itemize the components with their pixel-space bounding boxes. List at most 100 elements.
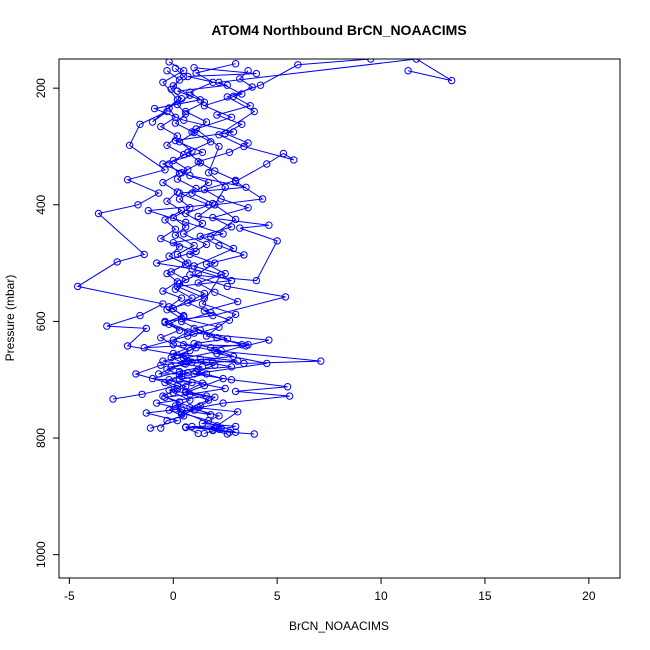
data-point	[252, 69, 261, 78]
data-point	[138, 390, 146, 398]
series-line	[159, 70, 192, 429]
data-point	[250, 430, 259, 438]
data-point	[165, 104, 173, 112]
data-point	[225, 148, 234, 157]
chart-title: ATOM4 Northbound BrCN_NOAACIMS	[211, 22, 466, 38]
data-point	[213, 111, 221, 119]
data-point	[188, 189, 196, 197]
series-line	[185, 59, 452, 435]
data-point	[171, 231, 180, 239]
data-point	[186, 204, 194, 212]
data-point	[136, 120, 144, 129]
data-point	[252, 276, 261, 285]
data-point	[215, 241, 223, 250]
data-point	[223, 335, 232, 343]
data-point	[173, 188, 182, 196]
data-point	[231, 60, 240, 68]
data-point	[171, 402, 180, 410]
data-point	[194, 269, 202, 278]
data-point	[153, 259, 161, 267]
data-point	[169, 336, 178, 344]
data-point	[204, 396, 213, 404]
data-point	[186, 88, 194, 96]
data-point	[227, 376, 236, 384]
data-point	[184, 369, 192, 377]
data-point	[209, 199, 217, 208]
data-point	[163, 269, 171, 278]
data-point	[221, 269, 229, 278]
data-point	[200, 429, 209, 438]
data-point	[231, 428, 240, 436]
data-point	[283, 383, 292, 391]
data-point	[157, 334, 165, 342]
data-point	[196, 402, 205, 410]
y-tick-label: 1000	[34, 541, 48, 568]
data-point	[175, 326, 184, 334]
data-point	[171, 225, 180, 234]
data-point	[157, 361, 165, 369]
data-point	[177, 405, 186, 413]
data-point	[125, 141, 134, 150]
data-point	[109, 395, 117, 403]
data-point	[173, 351, 182, 359]
data-point	[175, 243, 184, 251]
data-point	[142, 409, 151, 417]
data-point	[231, 387, 240, 396]
data-point	[165, 59, 173, 66]
data-point	[196, 96, 205, 104]
data-point	[161, 166, 169, 174]
data-point	[186, 404, 194, 412]
data-point	[231, 422, 240, 431]
data-point	[123, 342, 132, 350]
data-point	[123, 176, 132, 184]
data-point	[265, 336, 273, 344]
data-point	[186, 396, 194, 404]
data-point	[244, 139, 252, 147]
data-point	[227, 363, 236, 371]
data-point	[169, 341, 178, 349]
series-8	[182, 67, 256, 438]
data-point	[155, 189, 163, 197]
data-point	[219, 374, 227, 383]
data-point	[186, 250, 194, 259]
x-tick-label: 15	[478, 589, 492, 603]
data-point	[177, 294, 186, 302]
data-point	[173, 250, 182, 259]
data-point	[165, 160, 173, 168]
y-tick-label: 200	[34, 78, 48, 98]
x-tick-label: 5	[274, 589, 281, 603]
data-point	[177, 206, 186, 215]
data-point	[209, 213, 217, 222]
data-point	[200, 381, 209, 390]
y-tick-label: 400	[34, 194, 48, 214]
y-axis: 200 400 600 800 1000	[34, 78, 59, 568]
data-point	[161, 318, 169, 327]
data-point	[182, 275, 190, 284]
data-point	[238, 341, 246, 349]
data-point	[196, 232, 205, 241]
data-point	[242, 183, 250, 192]
data-point	[207, 344, 215, 352]
data-point	[146, 424, 155, 432]
data-point	[94, 209, 103, 218]
data-point	[153, 399, 161, 407]
data-point	[194, 157, 202, 166]
data-point	[211, 393, 219, 401]
data-point	[171, 119, 180, 127]
data-point	[290, 156, 298, 164]
data-point	[223, 430, 232, 438]
data-point	[157, 122, 165, 131]
data-point	[173, 278, 182, 286]
data-point	[248, 83, 256, 91]
x-tick-label: 20	[582, 589, 596, 603]
data-point	[113, 258, 121, 266]
data-point	[167, 268, 175, 276]
data-point	[202, 240, 211, 249]
data-point	[200, 98, 209, 106]
data-point	[188, 128, 196, 136]
data-point	[238, 120, 246, 129]
data-point	[192, 69, 200, 77]
data-point	[180, 230, 188, 238]
data-point	[202, 118, 211, 126]
